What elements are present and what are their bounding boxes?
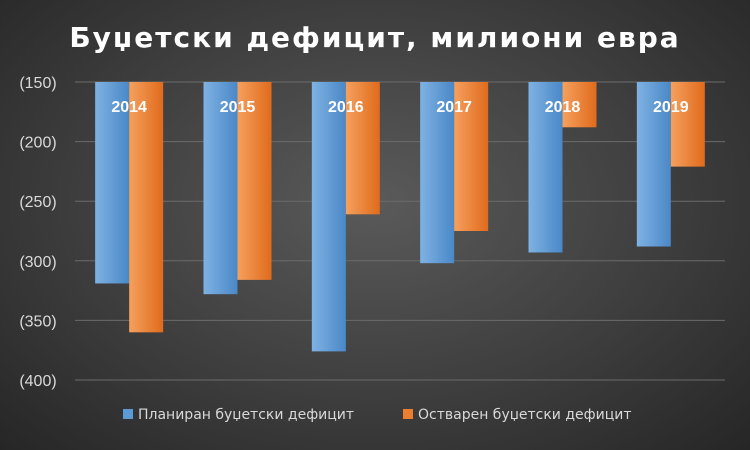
bar-actual-2016 xyxy=(345,82,380,215)
gridlines xyxy=(75,81,725,381)
category-labels: 2014 2015 2016 2017 2018 2019 xyxy=(111,99,688,116)
bar-actual-2018 xyxy=(562,82,597,128)
bar-planned-2018 xyxy=(528,82,563,253)
y-tick-label: (200) xyxy=(19,135,56,152)
legend-swatch-actual xyxy=(403,409,413,419)
bar-planned-2019 xyxy=(636,82,671,247)
y-tick-label: (150) xyxy=(19,75,56,92)
y-tick-label: (350) xyxy=(19,313,56,330)
chart-title: Буџетски дефицит, милиони евра xyxy=(69,21,680,54)
category-label: 2015 xyxy=(220,99,256,116)
bar-planned-2017 xyxy=(420,82,455,264)
y-axis-tick-labels: (150) (200) (250) (300) (350) (400) xyxy=(19,75,56,390)
bar-planned-2014 xyxy=(95,82,130,284)
bar-actual-2019 xyxy=(670,82,705,167)
category-label: 2018 xyxy=(545,99,581,116)
category-label: 2016 xyxy=(328,99,364,116)
bar-actual-2017 xyxy=(454,82,489,231)
bars xyxy=(95,82,705,352)
category-label: 2014 xyxy=(111,99,147,116)
bar-actual-2015 xyxy=(237,82,272,280)
legend: Планиран буџетски дефицит Остварен буџетс… xyxy=(123,407,632,423)
legend-label-actual: Остварен буџетски дефицит xyxy=(418,407,632,423)
y-tick-label: (300) xyxy=(19,254,56,271)
bar-planned-2016 xyxy=(311,82,346,352)
y-tick-label: (250) xyxy=(19,194,56,211)
bar-planned-2015 xyxy=(203,82,238,295)
y-tick-label: (400) xyxy=(19,373,56,390)
bar-actual-2014 xyxy=(129,82,164,333)
category-label: 2019 xyxy=(653,99,689,116)
category-label: 2017 xyxy=(436,99,472,116)
legend-label-planned: Планиран буџетски дефицит xyxy=(138,407,354,423)
legend-swatch-planned xyxy=(123,409,133,419)
